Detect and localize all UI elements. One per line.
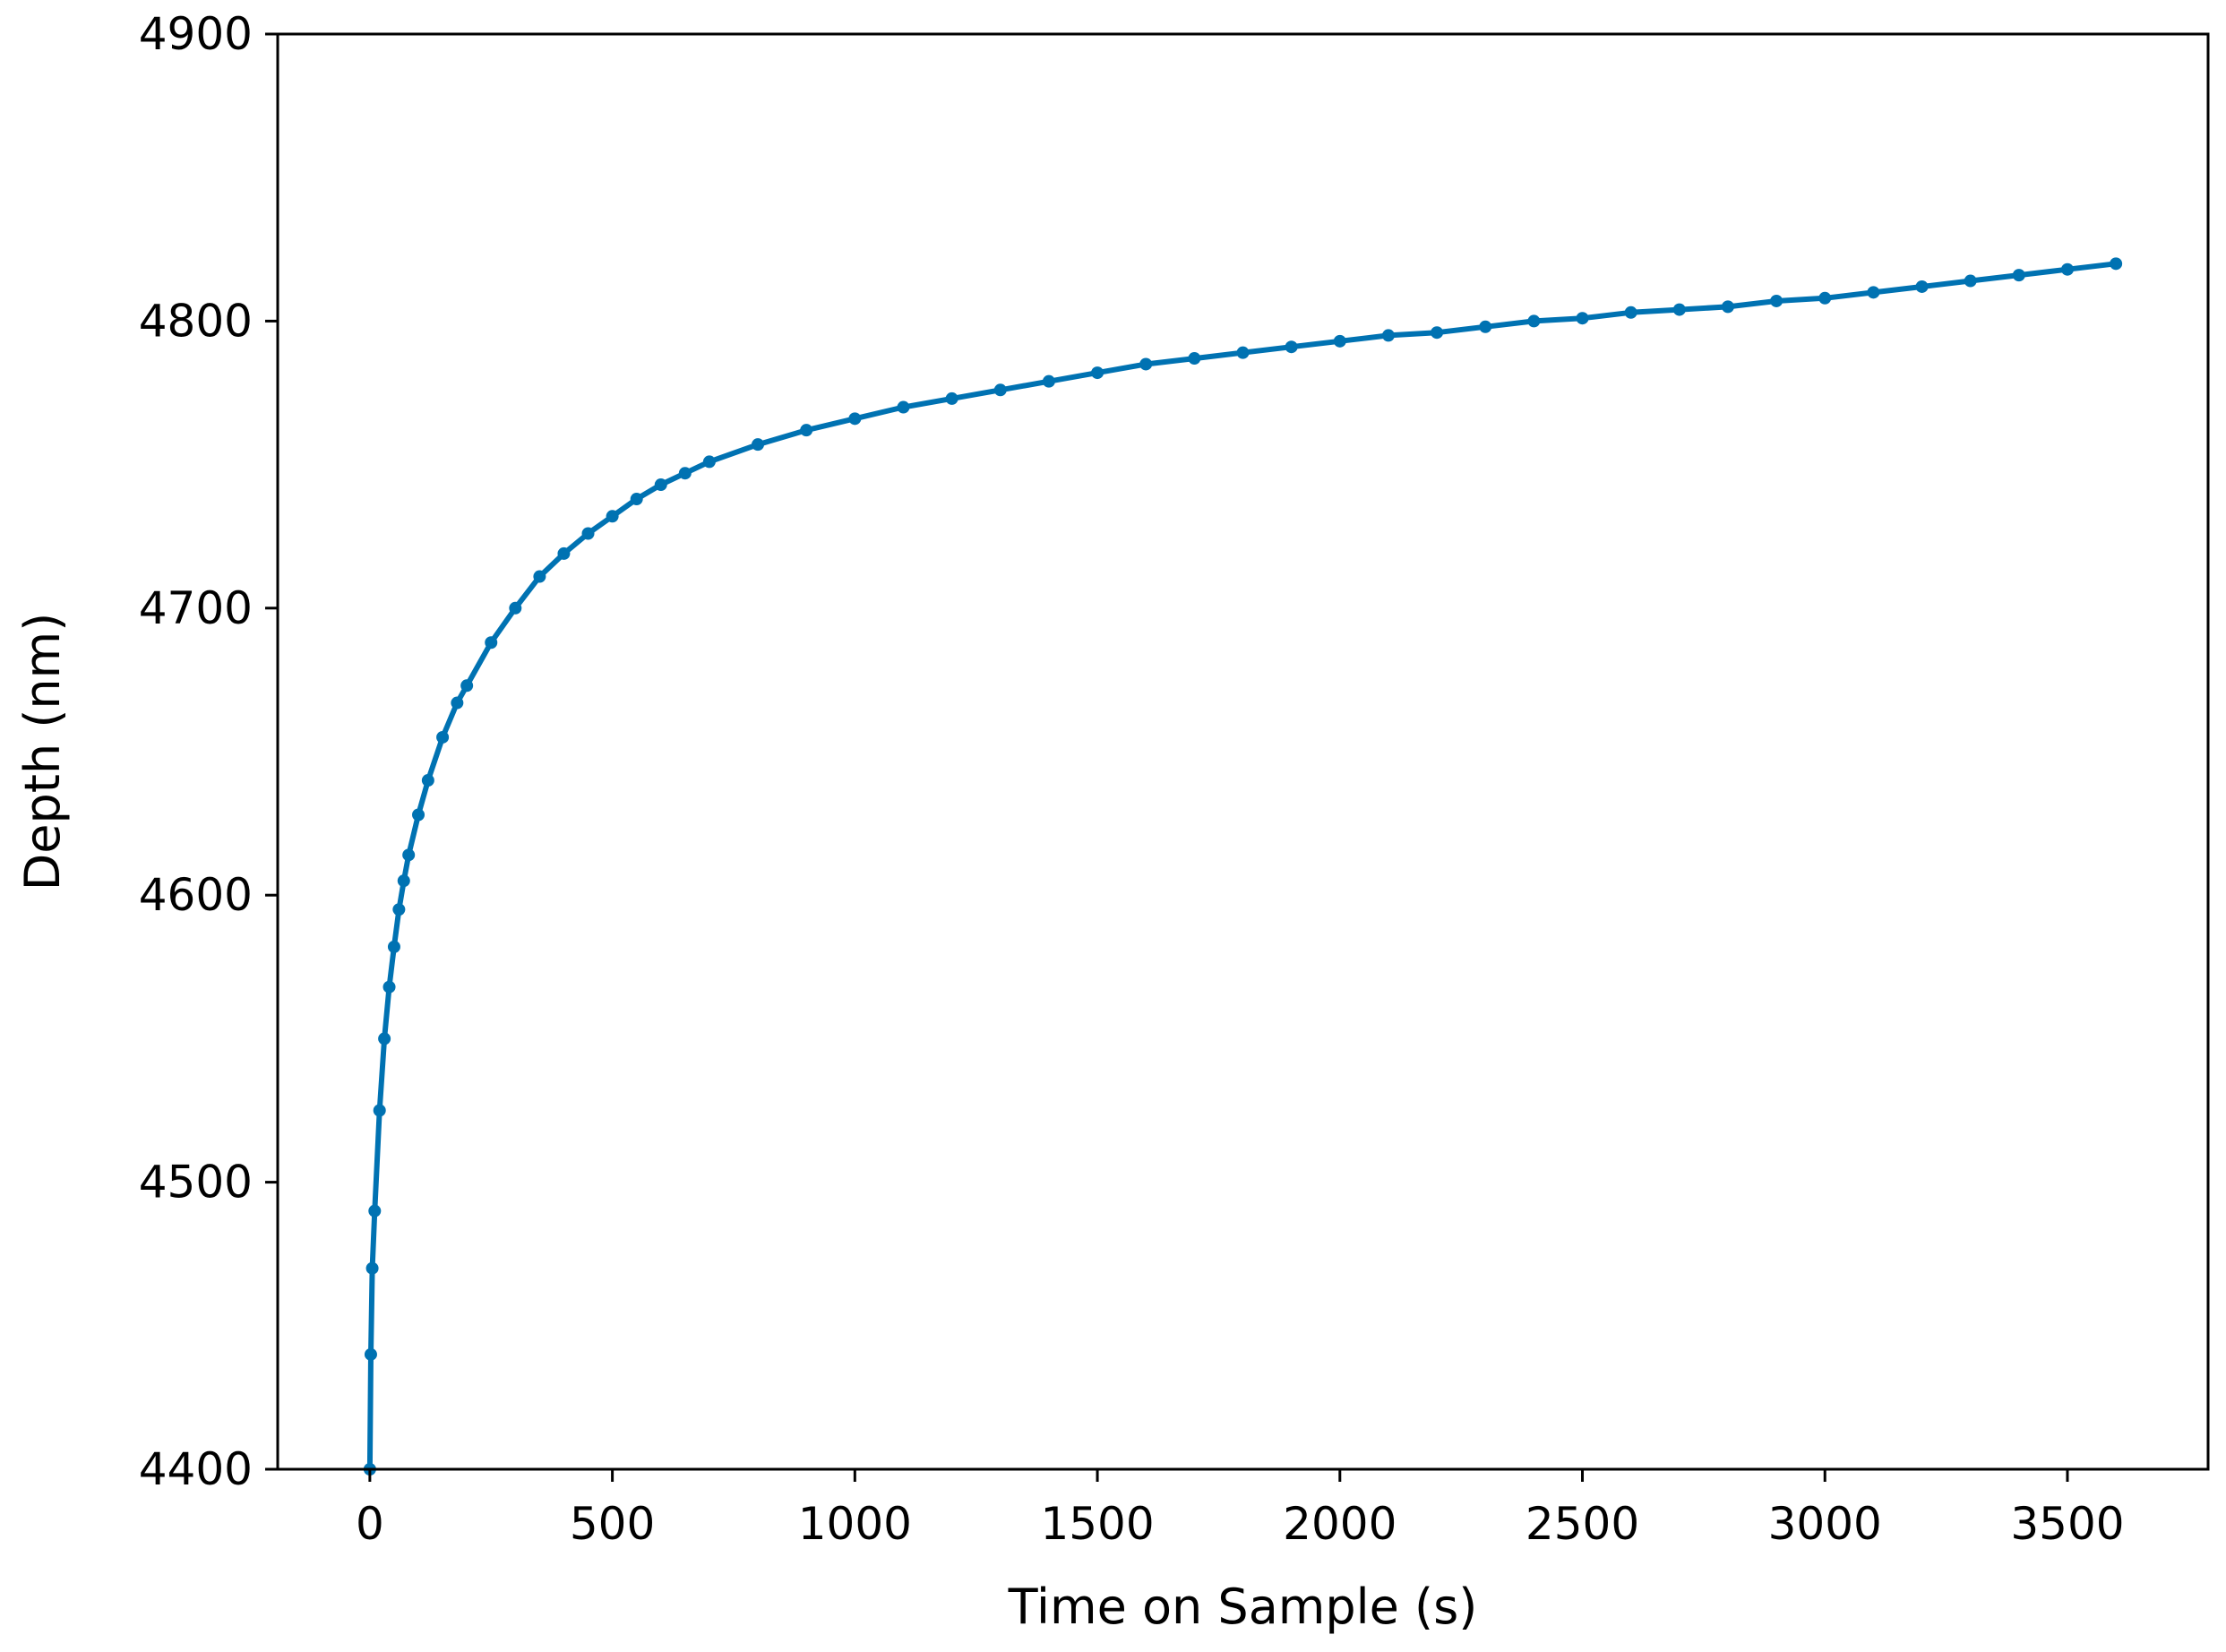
- data-point: [557, 546, 571, 560]
- data-point: [2110, 257, 2123, 271]
- data-point: [373, 1104, 386, 1117]
- x-tick-label: 3000: [1768, 1498, 1882, 1550]
- data-point: [1672, 303, 1686, 316]
- x-tick-label: 2500: [1526, 1498, 1639, 1550]
- data-point: [1770, 294, 1783, 307]
- data-point: [1867, 286, 1880, 299]
- data-point: [848, 412, 862, 426]
- data-point: [365, 1261, 379, 1275]
- data-point: [1381, 329, 1395, 342]
- data-point: [402, 848, 416, 862]
- data-point: [460, 679, 474, 693]
- data-point: [1479, 320, 1492, 333]
- data-point: [1818, 291, 1832, 305]
- data-point: [397, 874, 410, 888]
- data-point: [752, 438, 765, 452]
- data-marks: [363, 257, 2123, 1476]
- data-point: [1236, 346, 1250, 359]
- data-point: [533, 570, 546, 583]
- data-point: [1091, 366, 1104, 380]
- y-tick-label: 4400: [139, 1443, 253, 1495]
- data-point: [2060, 262, 2074, 276]
- data-point: [1624, 305, 1637, 319]
- data-point: [1527, 314, 1541, 328]
- data-point: [581, 527, 595, 540]
- data-point: [702, 455, 716, 469]
- data-point: [1576, 312, 1589, 325]
- x-tick-label: 1000: [798, 1498, 912, 1550]
- data-point: [509, 601, 522, 615]
- y-axis-label: Depth (nm): [14, 613, 71, 891]
- data-point: [485, 636, 498, 650]
- x-tick-label: 1500: [1040, 1498, 1154, 1550]
- series-line: [366, 261, 2119, 1472]
- data-point: [368, 1204, 382, 1217]
- data-point: [436, 730, 450, 744]
- data-point: [382, 980, 396, 994]
- x-tick-label: 0: [356, 1498, 384, 1550]
- data-point: [654, 478, 667, 492]
- data-point: [2012, 269, 2025, 282]
- x-axis-label: Time on Sample (s): [1008, 1579, 1478, 1635]
- data-point: [1915, 280, 1929, 293]
- y-tick-label: 4800: [139, 295, 253, 347]
- data-point: [1431, 326, 1444, 340]
- data-point: [1188, 352, 1201, 366]
- x-tick-label: 2000: [1283, 1498, 1397, 1550]
- plot-frame: [276, 32, 2210, 1471]
- y-tick-label: 4500: [139, 1157, 253, 1209]
- data-point: [364, 1347, 377, 1361]
- y-tick-label: 4700: [139, 582, 253, 634]
- data-point: [606, 510, 619, 523]
- data-point: [392, 903, 406, 916]
- data-point: [678, 467, 692, 480]
- data-point: [412, 808, 425, 822]
- data-point: [378, 1032, 391, 1045]
- y-tick-label: 4900: [139, 8, 253, 60]
- data-point: [897, 400, 910, 414]
- data-point: [1042, 374, 1055, 388]
- data-point: [1721, 300, 1734, 314]
- x-tick-label: 3500: [2010, 1498, 2124, 1550]
- data-point: [1139, 357, 1153, 371]
- data-point: [630, 493, 643, 506]
- data-point: [421, 774, 434, 787]
- x-tick-label: 500: [570, 1498, 655, 1550]
- axis-ticks: 0 500 1000 1500 2000 2500 3000 3500 4400 4500 4600…: [139, 8, 2125, 1550]
- data-point: [451, 696, 464, 710]
- y-tick-label: 4600: [139, 869, 253, 921]
- data-point: [1964, 274, 1977, 288]
- data-point: [945, 391, 958, 405]
- data-point: [993, 383, 1007, 397]
- data-point: [1285, 340, 1298, 354]
- data-point: [800, 424, 813, 437]
- data-point: [1333, 334, 1346, 348]
- data-point: [387, 940, 400, 953]
